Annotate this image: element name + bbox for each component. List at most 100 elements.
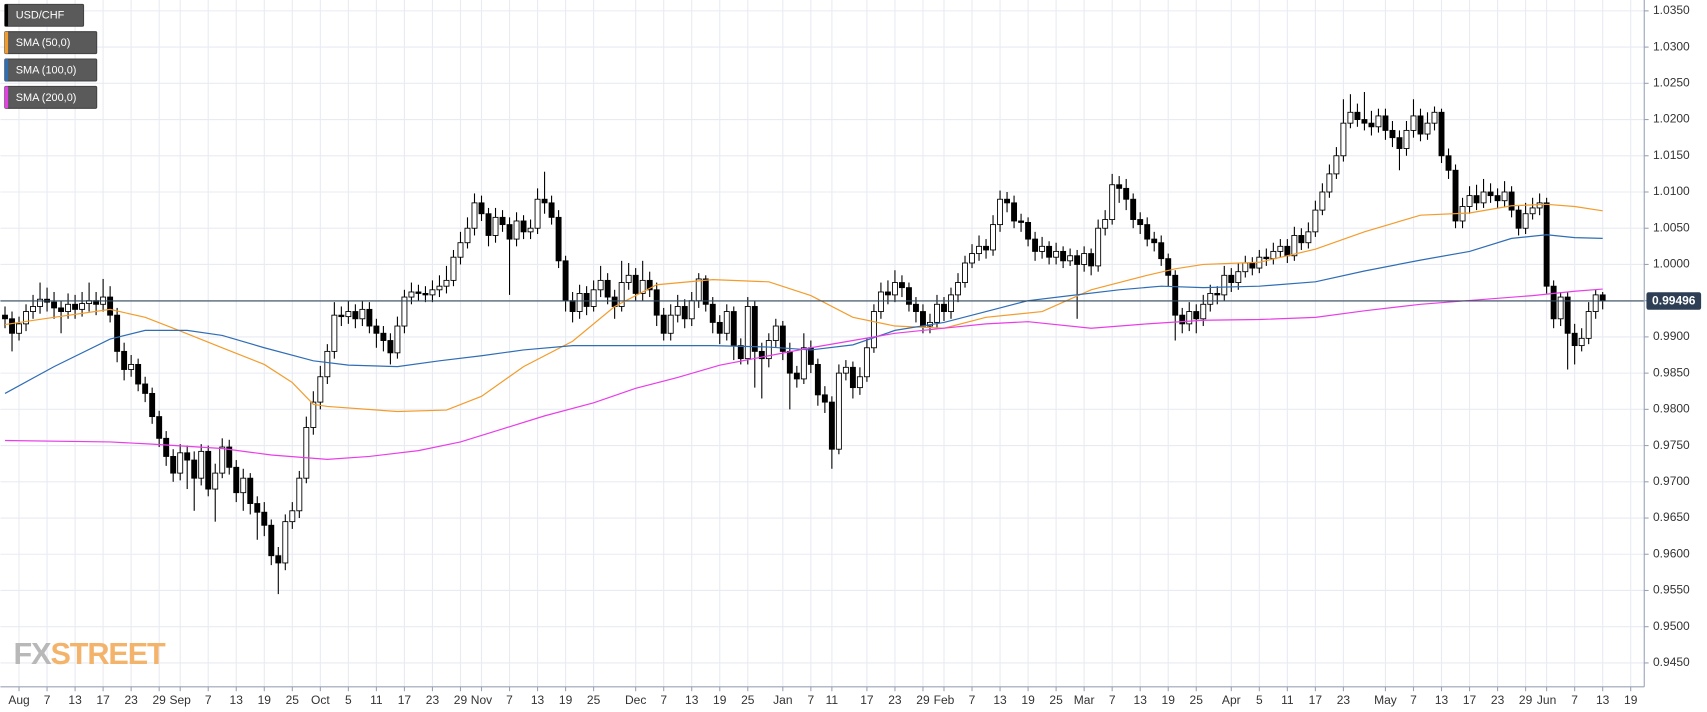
candle-body (177, 452, 184, 474)
candle-body (464, 227, 471, 244)
legend-label: SMA (100,0) (16, 64, 77, 76)
candle-body (870, 311, 877, 349)
candle-body (983, 245, 989, 251)
candle-body (758, 350, 765, 360)
candle-body (366, 308, 373, 327)
candle-body (352, 311, 359, 320)
candle-body (1375, 115, 1382, 128)
candle-body (1151, 238, 1158, 244)
candle-body (1270, 250, 1277, 260)
candle-body (737, 345, 744, 360)
candle-body (163, 437, 170, 457)
watermark: FXSTREET (14, 637, 167, 671)
candle-body (1487, 191, 1494, 197)
y-tick-label: 0.9800 (1653, 402, 1690, 416)
x-tick-label: Jun (1537, 693, 1556, 707)
candle-body (1431, 111, 1438, 124)
candle-body (303, 427, 310, 479)
candle-body (625, 274, 632, 284)
candle-body (1557, 296, 1564, 320)
x-tick-label: 23 (1337, 693, 1351, 707)
candle-body (639, 279, 646, 294)
candle-body (198, 450, 205, 479)
candle-body (1088, 253, 1095, 267)
candle-body (976, 245, 982, 255)
candle-body (457, 242, 464, 258)
candle-body (296, 477, 303, 512)
candle-body (1116, 184, 1123, 189)
x-tick-label: 13 (68, 693, 82, 707)
candle-body (247, 477, 254, 504)
x-tick-label: 19 (1021, 693, 1035, 707)
candle-body (149, 392, 156, 418)
x-tick-label: 7 (44, 693, 51, 707)
candle-body (835, 372, 842, 450)
candle-body (1018, 220, 1025, 223)
candle-body (58, 307, 65, 312)
x-tick-label: 23 (1491, 693, 1505, 707)
y-tick-label: 1.0200 (1653, 112, 1690, 126)
candle-body (1529, 207, 1536, 215)
legend: USD/CHF SMA (50,0) SMA (100,0) SMA (200,0) (4, 3, 98, 109)
candle-body (72, 303, 79, 310)
y-tick-label: 0.9900 (1653, 329, 1690, 343)
candle-body (338, 314, 345, 318)
candle-body (359, 308, 366, 320)
x-tick-label: 19 (559, 693, 573, 707)
candle-body (962, 262, 968, 284)
candle-body (380, 332, 387, 341)
x-tick-label: 7 (1571, 693, 1578, 707)
y-tick-label: 1.0150 (1653, 148, 1690, 162)
candle-body (450, 256, 457, 281)
candle-body (170, 456, 177, 474)
candle-body (730, 311, 737, 347)
candle-body (1228, 274, 1235, 284)
candle-body (121, 350, 128, 370)
x-tick-label: Aug (8, 693, 29, 707)
candle-body (317, 376, 324, 403)
x-tick-label: 17 (1463, 693, 1477, 707)
candle-body (618, 282, 625, 307)
legend-label: SMA (50,0) (16, 37, 71, 49)
y-tick-label: 0.9550 (1653, 583, 1690, 597)
candle-body (863, 347, 870, 378)
candle-body (415, 291, 422, 294)
candle-body (23, 311, 29, 325)
candle-body (1081, 253, 1088, 265)
candle-body (821, 394, 828, 403)
y-tick-label: 1.0350 (1653, 3, 1690, 17)
candle-body (1214, 292, 1221, 296)
candle-body (1074, 255, 1081, 265)
candle-body (709, 303, 716, 323)
candle-body (548, 202, 555, 218)
candle-body (1221, 274, 1228, 296)
x-tick-label: 17 (860, 693, 874, 707)
x-tick-label: 7 (1109, 693, 1116, 707)
x-tick-label: 25 (286, 693, 300, 707)
candle-body (681, 306, 688, 320)
candle-body (1508, 191, 1515, 211)
x-tick-label: 7 (1410, 693, 1417, 707)
candle-body (1053, 250, 1060, 258)
candle-body (702, 278, 709, 305)
x-tick-label: Feb (934, 693, 955, 707)
candle-body (1172, 274, 1179, 316)
candle-body (408, 291, 415, 298)
y-tick-label: 0.9650 (1653, 510, 1690, 524)
candle-body (906, 287, 912, 305)
candle-body (1410, 115, 1417, 131)
candle-body (1438, 111, 1445, 157)
candle-body (1473, 195, 1480, 204)
candle-body (1179, 314, 1186, 325)
candle-body (934, 303, 940, 323)
candle-body (1060, 250, 1067, 262)
x-tick-label: 29 (1519, 693, 1533, 707)
legend-swatch (4, 59, 9, 81)
candle-body (9, 318, 15, 334)
candle-body (765, 340, 772, 360)
x-tick-label: Dec (625, 693, 646, 707)
x-tick-label: 11 (826, 693, 839, 707)
watermark-street: STREET (50, 637, 166, 671)
candle-body (429, 289, 436, 296)
plot-area (0, 92, 1645, 595)
